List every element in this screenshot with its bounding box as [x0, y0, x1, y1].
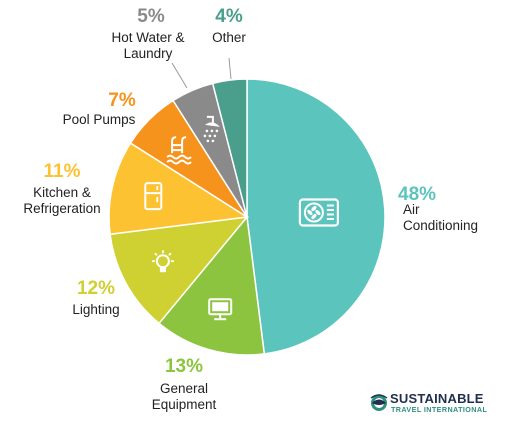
pct-label-other: 4%	[215, 6, 243, 27]
pct-label-air-conditioning: 48%	[398, 184, 436, 205]
leader-lines	[171, 57, 232, 89]
category-label-hot-water-laundry: Laundry	[124, 46, 173, 61]
refrigerator-icon	[144, 182, 163, 211]
slice-kitchen-refrigeration	[108, 142, 250, 236]
pct-label-hot-water-laundry: 5%	[137, 6, 165, 27]
category-label-air-conditioning: Air	[403, 202, 420, 217]
logo-subtitle: TRAVEL INTERNATIONAL	[391, 405, 487, 414]
logo-emblem-icon	[370, 394, 388, 411]
category-label-hot-water-laundry: Hot Water &	[111, 30, 184, 45]
category-label-other: Other	[212, 30, 246, 45]
category-label-air-conditioning: Conditioning	[403, 218, 478, 233]
slice-other	[211, 78, 248, 218]
pool-ladder-icon	[166, 136, 192, 165]
slice-lighting	[109, 216, 249, 325]
sustainable-travel-logo: SUSTAINABLE TRAVEL INTERNATIONAL	[370, 391, 487, 414]
slice-icons	[144, 115, 339, 321]
category-label-kitchen-refrigeration: Refrigeration	[23, 201, 100, 216]
pct-label-pool-pumps: 7%	[108, 90, 136, 111]
leader-line-other	[228, 57, 232, 80]
shower-icon	[203, 115, 220, 143]
air-conditioner-icon	[298, 198, 339, 227]
logo-title: SUSTAINABLE	[390, 391, 484, 406]
pct-label-kitchen-refrigeration: 11%	[44, 161, 81, 182]
category-label-general-equipment: Equipment	[152, 397, 217, 412]
category-label-kitchen-refrigeration: Kitchen &	[33, 185, 91, 200]
category-label-lighting: Lighting	[72, 302, 119, 317]
monitor-icon	[208, 298, 233, 321]
category-label-general-equipment: General	[160, 381, 208, 396]
leader-line-hot-water-laundry	[171, 62, 188, 89]
pct-label-lighting: 12%	[77, 278, 115, 299]
slice-general-equipment	[157, 215, 266, 356]
pie-slices	[108, 78, 386, 356]
category-label-pool-pumps: Pool Pumps	[63, 112, 136, 127]
pct-label-general-equipment: 13%	[165, 356, 203, 377]
lightbulb-icon	[151, 250, 174, 273]
